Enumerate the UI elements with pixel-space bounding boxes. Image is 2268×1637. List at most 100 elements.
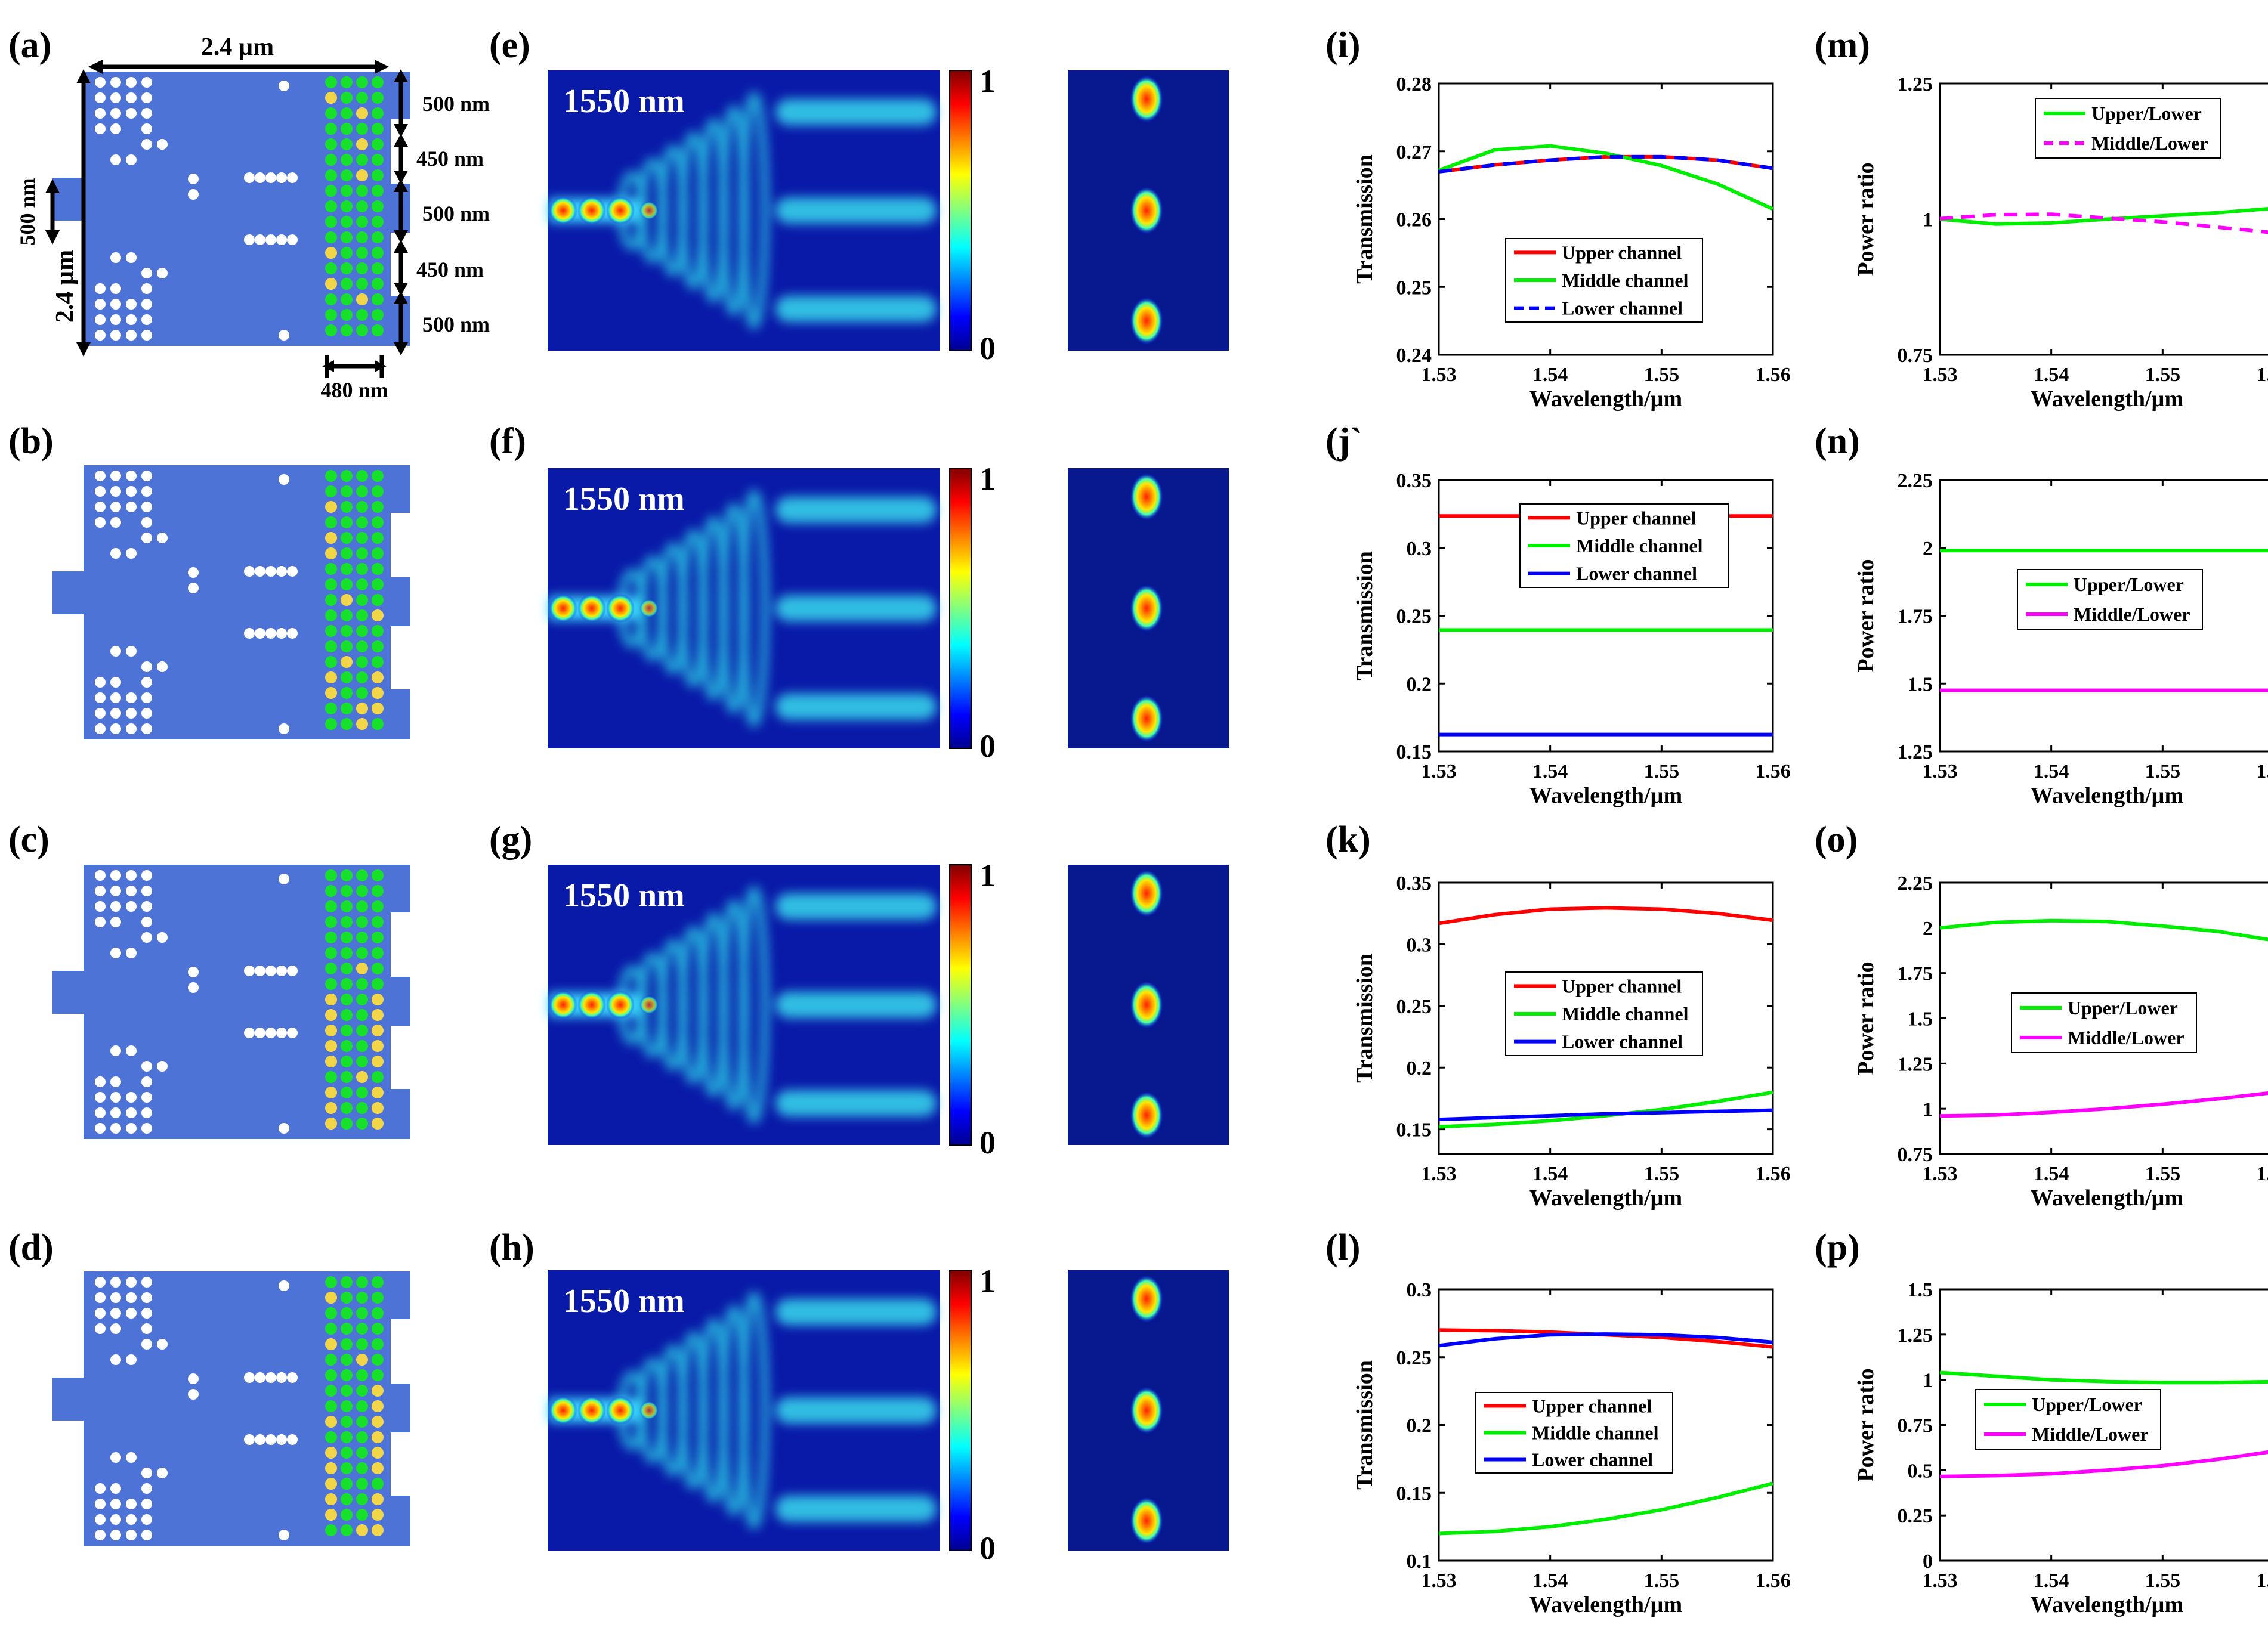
- pixel-cell: [356, 563, 368, 575]
- y-axis-label: Transmission: [1352, 551, 1377, 680]
- field-glow: [549, 92, 937, 329]
- etched-hole: [141, 661, 152, 672]
- pixel-cell: [356, 1431, 368, 1443]
- output-beam: [775, 595, 937, 621]
- pixel-cell: [325, 169, 337, 181]
- pixel-cell: [325, 671, 337, 683]
- input-mode-spot: [577, 991, 606, 1019]
- etched-hole: [110, 692, 121, 703]
- pixel-cell: [372, 1040, 384, 1052]
- etched-hole: [141, 692, 152, 703]
- x-tick-label: 1.55: [2145, 760, 2181, 782]
- pixel-cell: [325, 1493, 337, 1505]
- pixel-cell: [356, 1102, 368, 1114]
- pixel-cell: [372, 1400, 384, 1412]
- x-tick-label: 1.53: [1922, 760, 1958, 782]
- pixel-cell: [341, 1118, 353, 1130]
- etched-hole: [276, 966, 287, 976]
- wavelength-label: 1550 nm: [563, 83, 685, 120]
- etched-hole: [126, 1277, 137, 1288]
- y-tick-label: 1.25: [1898, 73, 1933, 95]
- etched-hole: [110, 154, 121, 165]
- etched-hole: [110, 948, 121, 958]
- dim-region-width: 480 nm: [320, 378, 388, 402]
- x-tick-label: 1.53: [1421, 760, 1457, 782]
- y-tick-label: 1.25: [1898, 1053, 1933, 1075]
- pixel-cell: [356, 1056, 368, 1067]
- pixel-cell: [356, 185, 368, 197]
- legend-label: Lower channel: [1562, 298, 1683, 319]
- etched-hole: [157, 139, 168, 150]
- etched-hole: [95, 1277, 106, 1288]
- pixel-cell: [341, 869, 353, 881]
- pixel-cell: [372, 916, 384, 928]
- dimension-arrowheads: [45, 60, 408, 372]
- etched-hole: [126, 1123, 137, 1134]
- pixel-cell: [356, 1509, 368, 1521]
- pixel-cell: [341, 200, 353, 212]
- panel-label-d: (d): [8, 1227, 54, 1268]
- etched-hole: [126, 646, 137, 657]
- colorbar-max: 1: [979, 461, 996, 497]
- pixel-cell: [325, 1292, 337, 1304]
- etched-hole: [110, 299, 121, 310]
- output-mode-spot: [1130, 1387, 1163, 1434]
- pixel-cell: [325, 154, 337, 166]
- y-tick-label: 0.26: [1396, 209, 1432, 231]
- y-axis-label: Power ratio: [1853, 961, 1878, 1075]
- pixel-cell: [325, 1524, 337, 1536]
- pixel-cell: [372, 718, 384, 730]
- output-mode-spot: [1130, 297, 1163, 345]
- etched-hole: [110, 1076, 121, 1087]
- y-tick-label: 0.3: [1407, 1279, 1432, 1301]
- pixel-cell: [341, 123, 353, 135]
- y-tick-label: 0.35: [1396, 872, 1432, 895]
- etched-hole: [126, 1452, 137, 1463]
- series-line-middle-channel: [1438, 1481, 1773, 1536]
- etched-hole: [287, 234, 298, 245]
- etched-hole: [255, 966, 265, 976]
- pixel-cell: [356, 671, 368, 683]
- etched-hole: [110, 502, 121, 512]
- y-tick-label: 2.25: [1898, 872, 1933, 895]
- colorbar-min: 0: [979, 728, 996, 764]
- etched-hole: [141, 1499, 152, 1509]
- etched-hole: [255, 628, 265, 639]
- etched-hole: [95, 692, 106, 703]
- pixel-cell: [341, 293, 353, 305]
- etched-hole: [126, 1308, 137, 1319]
- pixel-cell: [356, 947, 368, 959]
- etched-hole: [110, 330, 121, 341]
- y-tick-label: 0.3: [1407, 934, 1432, 956]
- pixel-cell: [341, 1102, 353, 1114]
- pixel-cell: [372, 932, 384, 943]
- pixel-cell: [356, 1307, 368, 1319]
- y-axis-label: Transmission: [1352, 1360, 1377, 1490]
- device-layout: [52, 1271, 410, 1546]
- y-tick-label: 0.25: [1898, 1505, 1933, 1527]
- y-tick-label: 0.2: [1407, 1057, 1432, 1079]
- pixel-cell: [325, 594, 337, 606]
- legend-label: Lower channel: [1576, 563, 1697, 584]
- etched-hole: [126, 1045, 137, 1056]
- pixel-cell: [356, 485, 368, 497]
- etched-hole: [110, 1292, 121, 1303]
- pixel-cell: [356, 1400, 368, 1412]
- pixel-cell: [325, 656, 337, 668]
- etched-hole: [95, 917, 106, 927]
- pixel-cell: [356, 978, 368, 990]
- etched-hole: [126, 502, 137, 512]
- pixel-cell: [341, 1087, 353, 1098]
- pixel-cell: [341, 231, 353, 243]
- pixel-cell: [356, 1447, 368, 1459]
- output-mode-spot: [1130, 187, 1163, 234]
- pixel-cell: [372, 470, 384, 482]
- pixel-cell: [372, 1323, 384, 1335]
- pixel-cell: [341, 656, 353, 668]
- pixel-cell: [356, 1416, 368, 1428]
- etched-hole: [126, 314, 137, 325]
- etched-hole: [141, 932, 152, 943]
- pixel-cell: [356, 324, 368, 336]
- pixel-cell: [372, 1292, 384, 1304]
- pixel-cell: [341, 1493, 353, 1505]
